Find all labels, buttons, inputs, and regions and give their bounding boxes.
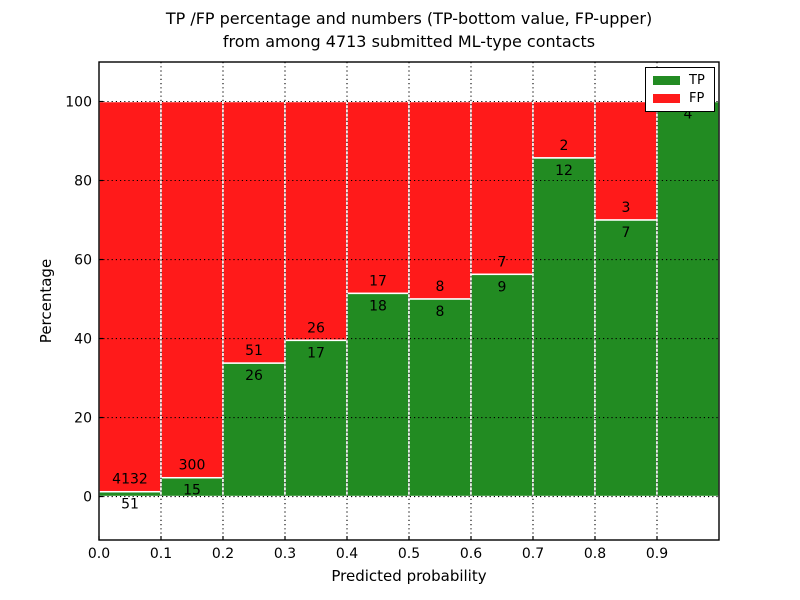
x-tick-label: 0.2 [212,546,234,562]
bar-tp-count-label: 4 [684,107,693,123]
bar-fp-count-label: 2 [560,138,569,154]
x-tick-label: 0.3 [274,546,296,562]
bar-tp-count-label: 8 [436,304,445,320]
y-tick-label: 20 [74,411,92,427]
y-tick-label: 60 [74,253,92,269]
bar-tp-count-label: 9 [498,279,507,295]
bar-tp-count-label: 7 [622,225,631,241]
legend-item-tp: TP [653,74,707,87]
bar-fp-segment [284,100,348,342]
bar-fp-segment [222,100,286,364]
bar-fp-count-label: 7 [498,254,507,270]
bar-tp-segment [470,273,534,498]
x-tick-label: 0.0 [88,546,110,562]
x-tick-label: 0.4 [336,546,358,562]
bar-fp-segment [408,100,472,300]
chart-title-line-1: TP /FP percentage and numbers (TP-bottom… [165,9,653,28]
bar-tp-segment [408,298,472,498]
bar-tp-count-label: 12 [555,163,573,179]
bar-fp-count-label: 8 [436,279,445,295]
legend-item-fp: FP [653,92,707,105]
bar-tp-count-label: 18 [369,298,387,314]
x-tick-label: 0.5 [398,546,420,562]
bar-tp-segment [594,219,658,498]
bar-tp-segment [284,339,348,498]
bar-fp-segment [470,100,534,276]
bar-fp-count-label: 26 [307,320,325,336]
bar-fp-count-label: 17 [369,273,387,289]
chart-title-line-2: from among 4713 submitted ML-type contac… [222,32,596,51]
bar-tp-segment [656,100,720,498]
bar-fp-segment [160,100,224,479]
x-tick-label: 0.8 [584,546,606,562]
x-tick-label: 0.6 [460,546,482,562]
bar-fp-count-label: 51 [245,343,263,359]
bar-tp-count-label: 26 [245,368,263,384]
bar-tp-segment [532,157,596,498]
x-tick-label: 0.9 [646,546,668,562]
x-tick-label: 0.1 [150,546,172,562]
y-tick-label: 0 [83,490,92,506]
bar-tp-count-label: 51 [121,497,139,513]
y-tick-label: 100 [65,95,92,111]
tp-swatch-icon [653,75,680,85]
bar-tp-count-label: 15 [183,483,201,499]
bar-fp-count-label: 4132 [112,472,148,488]
x-tick-label: 0.7 [522,546,544,562]
bar-fp-count-label: 3 [622,200,631,216]
y-tick-label: 40 [74,332,92,348]
chart-title: TP /FP percentage and numbers (TP-bottom… [9,7,800,53]
legend: TP FP [645,67,715,112]
legend-label-fp: FP [689,91,705,107]
legend-label-tp: TP [689,72,705,88]
bar-tp-count-label: 17 [307,345,325,361]
bar-fp-segment [346,100,410,295]
x-axis-label: Predicted probability [331,567,487,585]
fp-swatch-icon [653,94,680,104]
bar-tp-segment [222,362,286,498]
y-tick-label: 80 [74,174,92,190]
bar-tp-segment [346,292,410,498]
bar-fp-segment [98,100,162,493]
bar-fp-count-label: 300 [179,458,206,474]
